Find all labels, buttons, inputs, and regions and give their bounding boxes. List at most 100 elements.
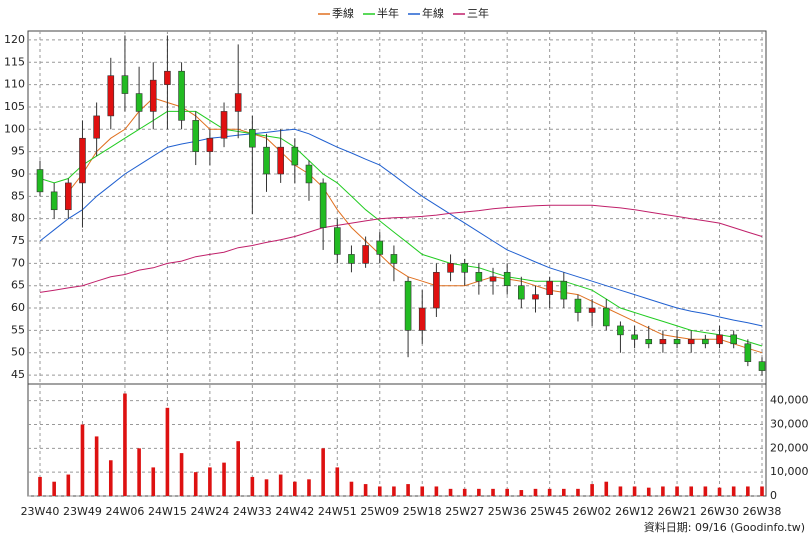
candle-body xyxy=(249,129,256,148)
candle-body xyxy=(291,146,299,166)
candle-body xyxy=(418,307,426,331)
volume-bar xyxy=(123,393,127,496)
candle-body xyxy=(758,361,766,371)
candle-body xyxy=(79,137,86,184)
candle-body xyxy=(263,146,270,175)
candle-body xyxy=(532,294,539,300)
x-tick-label: 24W15 xyxy=(148,505,187,518)
y-tick-label: 100 xyxy=(4,122,25,135)
volume-bar xyxy=(491,488,495,496)
candle-body xyxy=(617,325,624,336)
candle-body xyxy=(305,164,313,184)
candle-body xyxy=(475,271,483,282)
volume-bar xyxy=(66,474,71,496)
volume-bar xyxy=(80,424,85,496)
x-tick-label: 26W12 xyxy=(615,505,654,518)
candle-body xyxy=(121,75,129,94)
volume-bar xyxy=(307,479,311,496)
candle-body xyxy=(404,280,412,331)
y-tick-label: 70 xyxy=(11,256,25,269)
volume-bar xyxy=(760,486,764,496)
volume-bar xyxy=(646,487,651,496)
candle-body xyxy=(164,70,171,85)
x-tick-label: 26W30 xyxy=(700,505,739,518)
x-tick-label: 26W38 xyxy=(743,505,782,518)
ma-line xyxy=(39,204,763,293)
x-tick-label: 24W51 xyxy=(318,505,357,518)
x-tick-label: 25W27 xyxy=(445,505,484,518)
candle-body xyxy=(107,75,115,117)
y-tick-label: 105 xyxy=(4,100,25,113)
x-tick-label: 26W21 xyxy=(658,505,697,518)
candle-body xyxy=(50,191,58,211)
volume-bar xyxy=(335,467,340,496)
candle-body xyxy=(560,280,568,300)
volume-bar xyxy=(193,472,198,496)
volume-bar xyxy=(717,487,722,496)
volume-bar xyxy=(731,486,736,496)
x-tick-label: 24W06 xyxy=(106,505,145,518)
candle-body xyxy=(461,263,469,273)
candle-body xyxy=(489,276,497,282)
candle-body xyxy=(376,240,384,255)
candle-body xyxy=(234,93,242,112)
volume-bar xyxy=(349,481,354,496)
volume-bar xyxy=(406,484,410,496)
y-tick-label: 80 xyxy=(11,212,25,225)
x-tick-label: 24W42 xyxy=(275,505,314,518)
y2-tick-label: 0 xyxy=(770,489,777,502)
y-tick-label: 95 xyxy=(11,145,25,158)
volume-bar xyxy=(165,407,170,496)
volume-bar xyxy=(151,467,156,496)
candle-body xyxy=(503,271,511,286)
candle-body xyxy=(348,254,355,264)
volume-bar xyxy=(293,481,297,496)
y-tick-label: 55 xyxy=(11,323,25,336)
volume-bar xyxy=(208,467,212,496)
source-note: 資料日期: 09/16 (Goodinfo.tw) xyxy=(644,520,805,534)
candle-body xyxy=(602,307,610,327)
volume-bar xyxy=(363,484,368,496)
candle-body xyxy=(36,169,44,193)
x-tick-label: 25W36 xyxy=(488,505,527,518)
y-tick-label: 120 xyxy=(4,33,25,46)
y-tick-label: 75 xyxy=(11,234,25,247)
volume-bar xyxy=(661,486,665,496)
y-tick-label: 115 xyxy=(4,55,25,68)
candle-body xyxy=(319,182,327,228)
volume-bar xyxy=(137,448,141,496)
volume-bar xyxy=(179,453,184,496)
y2-tick-label: 20,000 xyxy=(770,441,808,454)
volume-bar xyxy=(448,488,453,496)
x-tick-label: 25W09 xyxy=(360,505,399,518)
volume-bar xyxy=(576,488,580,496)
candle-body xyxy=(149,79,157,112)
volume-bar xyxy=(38,476,42,496)
candle-body xyxy=(192,120,200,152)
volume-bar xyxy=(689,486,694,496)
candle-body xyxy=(687,339,695,345)
ma-line xyxy=(39,110,763,347)
y-tick-label: 45 xyxy=(11,368,25,381)
candle-body xyxy=(631,334,638,340)
candle-body xyxy=(702,339,709,345)
legend-label: 半年 xyxy=(377,6,399,20)
volume-bar xyxy=(278,474,283,496)
volume-bar xyxy=(618,486,623,496)
volume-bar xyxy=(52,481,56,496)
y2-tick-label: 10,000 xyxy=(770,465,808,478)
candle-body xyxy=(588,307,596,313)
volume-bar xyxy=(222,462,226,496)
candle-body xyxy=(433,271,440,309)
volume-bar xyxy=(505,488,509,496)
candle-body xyxy=(65,182,72,211)
volume-bar xyxy=(264,479,269,496)
candle-body xyxy=(645,339,653,345)
x-tick-label: 23W49 xyxy=(63,505,102,518)
volume-bar xyxy=(547,488,552,496)
y2-tick-label: 40,000 xyxy=(770,394,808,407)
legend-label: 年線 xyxy=(422,6,444,20)
candle-body xyxy=(333,227,341,255)
volume-bar xyxy=(108,460,113,496)
candle-body xyxy=(730,334,737,345)
